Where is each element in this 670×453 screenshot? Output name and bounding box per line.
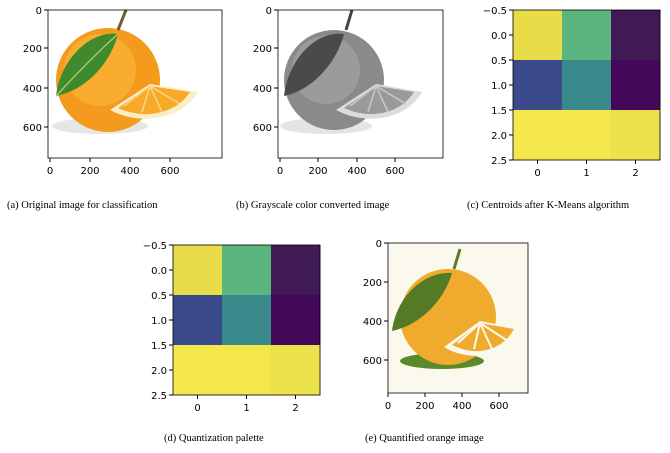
heatmap-cell [173,345,223,396]
heatmap-cell [562,60,612,111]
x-tick: 0 [534,168,540,179]
heatmap-c [513,10,661,161]
y-tick: 2.5 [491,156,507,167]
heatmap-cell [611,10,661,61]
heatmap-cell [562,10,612,61]
heatmap-cell [271,295,321,346]
y-tick: 200 [253,44,272,55]
heatmap-cell [513,60,563,111]
y-tick: 0.5 [151,291,167,302]
caption-b: (b) Grayscale color converted image [236,200,390,211]
caption-a: (a) Original image for classification [7,200,158,211]
y-tick: 600 [23,123,42,134]
y-tick: 2.5 [151,391,167,402]
y-tick: −0.5 [483,6,507,17]
panel-e-quantified-image: 0 200 400 600 0 200 400 600 [363,239,529,412]
y-tick: 400 [363,317,382,328]
y-tick: 2.0 [151,366,167,377]
y-tick: 0 [376,239,382,250]
y-tick: 1.5 [491,106,507,117]
y-tick: 400 [253,84,272,95]
y-tick: 0 [266,6,272,17]
y-tick: 600 [363,356,382,367]
heatmap-cell [173,245,223,296]
photo-grayscale-orange [278,9,443,158]
heatmap-cell [562,110,612,161]
y-tick: 0 [36,6,42,17]
caption-e: (e) Quantified orange image [365,433,484,444]
heatmap-cell [611,110,661,161]
y-tick: 0.5 [491,56,507,67]
y-tick: −0.5 [143,241,167,252]
panel-d-quantization-palette: −0.5 0.0 0.5 1.0 1.5 2.0 2.5 0 1 2 [143,241,321,414]
axes-b: 0 200 400 600 0 200 400 600 [253,6,444,177]
x-tick: 200 [415,401,434,412]
x-tick: 600 [489,401,508,412]
y-tick: 1.5 [151,341,167,352]
x-tick: 0 [194,403,200,414]
panel-a-original-image: 0 200 400 600 0 200 400 600 [23,6,223,177]
y-tick: 1.0 [491,81,507,92]
photo-quantified-orange [388,243,528,393]
x-tick: 200 [80,166,99,177]
x-tick: 600 [160,166,179,177]
axes-a: 0 200 400 600 0 200 400 600 [23,6,223,177]
y-tick: 0.0 [151,266,167,277]
heatmap-cell [271,345,321,396]
panel-c-centroids: −0.5 0.0 0.5 1.0 1.5 2.0 2.5 0 1 2 [483,6,661,179]
x-tick: 400 [347,166,366,177]
heatmap-d [173,245,321,396]
x-tick: 2 [292,403,298,414]
x-tick: 2 [632,168,638,179]
caption-c: (c) Centroids after K-Means algorithm [467,200,630,211]
axes-e: 0 200 400 600 0 200 400 600 [363,239,529,412]
y-tick: 1.0 [151,316,167,327]
x-tick: 400 [120,166,139,177]
x-tick: 600 [385,166,404,177]
heatmap-cell [513,10,563,61]
x-tick: 0 [385,401,391,412]
heatmap-cell [173,295,223,346]
axes-d: −0.5 0.0 0.5 1.0 1.5 2.0 2.5 0 1 2 [143,241,321,414]
y-tick: 600 [253,123,272,134]
y-tick: 0.0 [491,31,507,42]
y-tick: 2.0 [491,131,507,142]
heatmap-cell [222,295,272,346]
x-tick: 0 [277,166,283,177]
x-tick: 0 [47,166,53,177]
y-tick: 400 [23,84,42,95]
y-tick: 200 [23,44,42,55]
heatmap-cell [222,245,272,296]
caption-d: (d) Quantization palette [164,433,264,444]
x-tick: 200 [308,166,327,177]
x-tick: 1 [583,168,589,179]
x-tick: 400 [452,401,471,412]
heatmap-cell [513,110,563,161]
y-tick: 200 [363,278,382,289]
heatmap-cell [271,245,321,296]
heatmap-cell [611,60,661,111]
x-tick: 1 [243,403,249,414]
heatmap-cell [222,345,272,396]
photo-original-orange [48,9,222,158]
panel-b-grayscale-image: 0 200 400 600 0 200 400 600 [253,6,444,177]
axes-c: −0.5 0.0 0.5 1.0 1.5 2.0 2.5 0 1 2 [483,6,661,179]
